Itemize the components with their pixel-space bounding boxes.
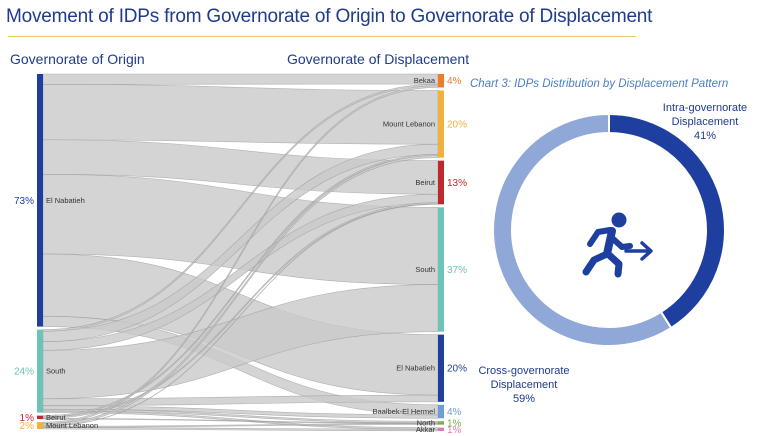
runner-arm-back [608,234,633,250]
destination-pct-south: 37% [447,265,467,276]
origin-label-el-nabatieh: El Nabatieh [46,196,85,205]
destination-node-north [438,421,444,425]
destination-pct-north: 1% [447,418,462,429]
destination-pct-el-nabatieh: 20% [447,364,467,375]
cross-label-line2: Displacement [490,379,558,391]
runner-leg-back [604,250,623,278]
donut-slices [492,112,726,347]
origin-label-mount-lebanon: Mount Lebanon [46,421,98,430]
destination-pct-mount-lebanon: 20% [447,120,467,131]
cross-governorate-label: Cross-governorate Displacement 59% [464,364,584,406]
flow-el-nabatieh-to-bekaa [42,73,439,85]
sankey-labels: El Nabatieh 73% South 24% Beirut 1% Mount Leba… [14,76,467,436]
runner-arm [587,227,613,247]
destination-node-akkar [438,427,444,431]
destination-node-el-nabatieh [438,334,444,402]
destination-label-south: South [415,265,435,274]
destination-label-bekaa: Bekaa [414,76,436,85]
displacement-column-header: Governorate of Displacement [287,51,470,67]
cross-label-line1: Cross-governorate [478,365,570,377]
destination-pct-akkar: 1% [447,425,462,436]
intra-governorate-label: Intra-governorate Displacement 41% [646,101,764,143]
title-divider [8,36,636,37]
arrow-right-icon [624,241,653,261]
origin-pct-beirut: 1% [20,413,35,424]
destination-node-mount-lebanon [438,90,444,158]
origin-pct-el-nabatieh: 73% [14,196,34,207]
destination-label-mount-lebanon: Mount Lebanon [383,120,435,129]
sankey-nodes [37,74,444,431]
origin-column-header: Governorate of Origin [10,51,145,67]
intra-label-line1: Intra-governorate [662,102,748,114]
running-person-icon [582,212,653,278]
flow-mount-lebanon-to-north [42,423,439,428]
destination-node-south [438,207,444,332]
origin-node-south [37,329,43,413]
origin-label-south: South [46,367,66,376]
destination-pct-bekaa: 4% [447,76,462,87]
runner-head [611,212,627,228]
destination-label-akkar: Akkar [416,425,436,434]
destination-node-bekaa [438,74,444,88]
donut-chart [492,112,726,347]
donut-chart-title: Chart 3: IDPs Distribution by Displaceme… [470,78,729,90]
destination-node-baalbek-el-hermel [438,404,444,419]
main-title: Movement of IDPs from Governorate of Ori… [6,6,653,27]
origin-node-el-nabatieh [37,74,43,327]
origin-node-mount-lebanon [37,422,43,429]
destination-label-el-nabatieh: El Nabatieh [396,364,435,373]
destination-label-beirut: Beirut [415,178,436,187]
destination-label-north: North [417,418,435,427]
donut-slice-cross-governorate [492,112,673,347]
sankey-flows [42,73,439,432]
destination-pct-beirut: 13% [447,178,467,189]
destination-pct-baalbek-el-hermel: 4% [447,407,462,418]
origin-pct-mount-lebanon: 2% [20,421,35,432]
cross-pct: 59% [512,393,536,405]
origin-label-beirut: Beirut [46,413,67,422]
destination-node-beirut [438,160,444,205]
destination-label-baalbek-el-hermel: Baalbek-El Hermel [372,407,435,416]
intra-pct: 41% [693,130,717,142]
intra-label-line2: Displacement [671,116,739,128]
origin-node-beirut [37,415,43,420]
origin-pct-south: 24% [14,367,34,378]
runner-leg-front [582,250,611,276]
